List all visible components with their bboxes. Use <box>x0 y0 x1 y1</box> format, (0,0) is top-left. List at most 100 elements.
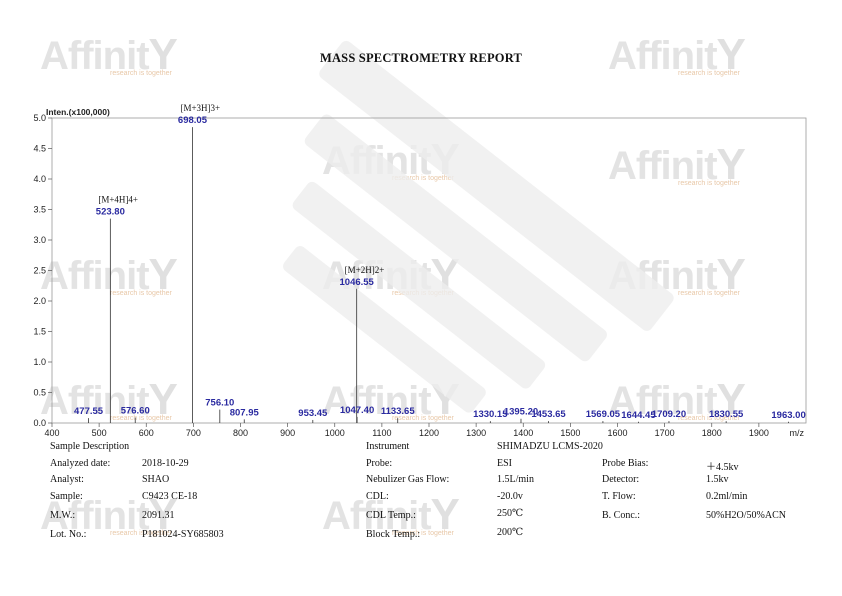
sample-description-heading: Sample Description <box>50 441 130 452</box>
x-tick-label: 1800 <box>702 428 722 438</box>
detector-value: 1.5kv <box>706 474 729 485</box>
watermark-brand: Affinit <box>40 379 150 423</box>
y-tick-label: 5.0 <box>33 113 46 123</box>
watermark-brand: Affinit <box>322 494 432 538</box>
y-tick-label: 4.0 <box>33 174 46 184</box>
analyzed-date-label: Analyzed date: <box>50 458 111 469</box>
x-tick-label: 1200 <box>419 428 439 438</box>
watermark-tagline: research is together <box>678 415 740 422</box>
watermark-tagline: research is together <box>110 290 172 297</box>
peak-label: 576.60 <box>121 406 150 417</box>
y-tick-label: 1.0 <box>33 357 46 367</box>
probe-label: Probe: <box>366 458 393 469</box>
t-flow-label: T. Flow: <box>602 491 636 502</box>
watermark-brand: Affinit <box>608 379 718 423</box>
b-conc-label: B. Conc.: <box>602 510 641 521</box>
peak-label: 1569.05 <box>586 409 621 420</box>
instrument-name: SHIMADZU LCMS-2020 <box>497 441 603 452</box>
x-tick-label: 1000 <box>325 428 345 438</box>
peak-label: 1709.20 <box>652 409 686 420</box>
peak-label: 1395.20 <box>504 407 538 418</box>
peak-label: 756.10 <box>205 398 234 409</box>
report-title: MASS SPECTROMETRY REPORT <box>319 51 523 65</box>
mw-label: M.W.: <box>50 510 76 521</box>
y-tick-label: 0.5 <box>33 388 46 398</box>
peak-label: 1644.45 <box>621 410 656 421</box>
mass-spectrum-chart: Inten.(x100,000) 0.0 0.5 1.0 1.5 2.0 2.5 3.0 3.5… <box>33 103 807 438</box>
cdl-temp-label: CDL Temp.: <box>366 510 416 521</box>
watermark-brand: Affinit <box>608 34 718 78</box>
analyzed-date-value: 2018-10-29 <box>142 458 189 469</box>
instrument-heading: Instrument <box>366 441 410 452</box>
y-tick-label: 2.5 <box>33 266 46 276</box>
x-axis-label: m/z <box>790 428 805 438</box>
lot-number-value: P181024-SY685803 <box>142 529 224 540</box>
b-conc-value: 50%H2O/50%ACN <box>706 510 786 521</box>
peak-label: 1830.55 <box>709 409 744 420</box>
x-tick-label: 900 <box>280 428 295 438</box>
y-axis-label: Inten.(x100,000) <box>46 107 110 117</box>
watermark-tagline: research is together <box>678 180 740 187</box>
watermark-y-icon: Y <box>148 375 178 424</box>
watermark-brand: Affinit <box>40 34 150 78</box>
watermark-tagline: research is together <box>678 290 740 297</box>
peak-annotation: [M+4H]4+ <box>98 195 138 205</box>
y-tick-label: 2.0 <box>33 296 46 306</box>
x-tick-label: 800 <box>233 428 248 438</box>
sample-value: C9423 CE-18 <box>142 491 198 502</box>
watermark-tagline: research is together <box>678 70 740 77</box>
nebulizer-gas-flow-value: 1.5L/min <box>497 474 534 485</box>
analyst-value: SHAO <box>142 474 170 485</box>
detector-label: Detector: <box>602 474 640 485</box>
peak-label: 523.80 <box>96 207 125 218</box>
watermark-tagline: research is together <box>110 70 172 77</box>
watermark-tagline: research is together <box>392 530 454 537</box>
peak-label: 1963.00 <box>771 410 805 421</box>
peak-label: 1453.65 <box>531 409 566 420</box>
watermark-y-icon: Y <box>148 250 178 299</box>
watermark-tagline: research is together <box>392 175 454 182</box>
watermark-brand: Affinit <box>40 494 150 538</box>
x-tick-label: 1700 <box>655 428 675 438</box>
peak-label: 698.05 <box>178 115 208 126</box>
y-tick-label: 1.5 <box>33 327 46 337</box>
peak-label: 1133.65 <box>381 406 416 417</box>
probe-bias-value: ＋4.5kv <box>706 462 739 473</box>
peak-label: 807.95 <box>230 407 260 418</box>
watermark-y-icon: Y <box>716 30 746 79</box>
nebulizer-gas-flow-label: Nebulizer Gas Flow: <box>366 474 450 485</box>
watermark-y-icon: Y <box>148 490 178 539</box>
y-tick-label: 3.0 <box>33 235 46 245</box>
peak-annotation: [M+3H]3+ <box>180 103 220 113</box>
x-tick-label: 1400 <box>513 428 533 438</box>
watermark-brand: Affinit <box>40 254 150 298</box>
x-tick-label: 1600 <box>607 428 627 438</box>
peak-label: 477.55 <box>74 406 104 417</box>
x-tick-label: 1300 <box>466 428 486 438</box>
cdl-temp-value: 250℃ <box>497 508 524 519</box>
x-tick-label: 1500 <box>560 428 580 438</box>
plot-frame <box>51 117 807 424</box>
peak-annotation: [M+2H]2+ <box>345 265 385 275</box>
watermark-brand: Affinit <box>322 379 432 423</box>
watermark-brand: Affinit <box>608 144 718 188</box>
watermark-y-icon: Y <box>430 490 460 539</box>
y-tick-label: 4.5 <box>33 144 46 154</box>
x-tick-label: 700 <box>186 428 201 438</box>
cdl-value: -20.0v <box>497 491 523 502</box>
block-temp-label: Block Temp.: <box>366 529 421 540</box>
x-tick-label: 400 <box>44 428 59 438</box>
watermark-y-icon: Y <box>148 30 178 79</box>
watermark-tagline: research is together <box>110 415 172 422</box>
t-flow-value: 0.2ml/min <box>706 491 748 502</box>
peak-label: 1046.55 <box>340 277 375 288</box>
peak-label: 953.45 <box>298 408 328 419</box>
block-temp-value: 200℃ <box>497 527 524 538</box>
peak-label: 1330.15 <box>473 409 508 420</box>
